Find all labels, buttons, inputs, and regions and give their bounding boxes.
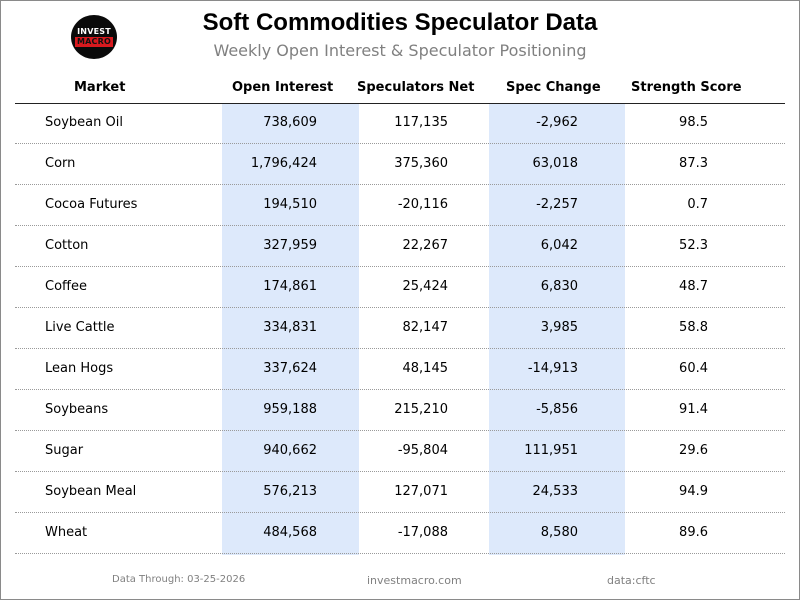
cell-spec-change: 24,533 bbox=[532, 484, 579, 499]
cell-spec-change: -14,913 bbox=[527, 361, 578, 376]
table-row: Corn 1,796,424 375,360 63,018 87.3 bbox=[15, 144, 785, 185]
cell-market: Cocoa Futures bbox=[45, 197, 138, 212]
cell-spec-change: -5,856 bbox=[536, 402, 578, 417]
cell-open-interest: 738,609 bbox=[263, 115, 317, 130]
cell-open-interest: 940,662 bbox=[263, 443, 317, 458]
cell-market: Soybean Meal bbox=[45, 484, 137, 499]
cell-strength-score: 87.3 bbox=[679, 156, 708, 171]
cell-market: Live Cattle bbox=[45, 320, 115, 335]
table-row: Wheat 484,568 -17,088 8,580 89.6 bbox=[15, 513, 785, 554]
footer-date: Data Through: 03-25-2026 bbox=[112, 574, 246, 585]
cell-spec-change: 8,580 bbox=[540, 525, 578, 540]
cell-open-interest: 174,861 bbox=[263, 279, 317, 294]
cell-open-interest: 194,510 bbox=[263, 197, 317, 212]
cell-open-interest: 334,831 bbox=[263, 320, 317, 335]
cell-strength-score: 91.4 bbox=[679, 402, 708, 417]
cell-open-interest: 1,796,424 bbox=[250, 156, 317, 171]
cell-strength-score: 52.3 bbox=[679, 238, 708, 253]
cell-market: Corn bbox=[45, 156, 76, 171]
cell-speculators-net: 48,145 bbox=[402, 361, 449, 376]
cell-strength-score: 0.7 bbox=[687, 197, 708, 212]
cell-open-interest: 576,213 bbox=[263, 484, 317, 499]
cell-speculators-net: 25,424 bbox=[402, 279, 449, 294]
cell-speculators-net: 215,210 bbox=[394, 402, 448, 417]
cell-speculators-net: -95,804 bbox=[397, 443, 448, 458]
cell-spec-change: 111,951 bbox=[524, 443, 578, 458]
cell-strength-score: 94.9 bbox=[679, 484, 708, 499]
cell-spec-change: 6,830 bbox=[540, 279, 578, 294]
cell-strength-score: 98.5 bbox=[679, 115, 708, 130]
header-divider bbox=[15, 103, 785, 104]
header-open-interest: Open Interest bbox=[232, 80, 334, 95]
table-row: Coffee 174,861 25,424 6,830 48.7 bbox=[15, 267, 785, 308]
cell-open-interest: 327,959 bbox=[263, 238, 317, 253]
cell-market: Coffee bbox=[45, 279, 87, 294]
cell-speculators-net: 117,135 bbox=[394, 115, 448, 130]
table-row: Soybeans 959,188 215,210 -5,856 91.4 bbox=[15, 390, 785, 431]
logo-line-2: MACRO bbox=[75, 37, 113, 47]
cell-strength-score: 60.4 bbox=[679, 361, 708, 376]
cell-spec-change: -2,257 bbox=[536, 197, 578, 212]
cell-speculators-net: -20,116 bbox=[397, 197, 448, 212]
table-row: Lean Hogs 337,624 48,145 -14,913 60.4 bbox=[15, 349, 785, 390]
cell-market: Wheat bbox=[45, 525, 88, 540]
cell-speculators-net: -17,088 bbox=[397, 525, 448, 540]
cell-market: Lean Hogs bbox=[45, 361, 114, 376]
cell-market: Cotton bbox=[45, 238, 89, 253]
cell-speculators-net: 127,071 bbox=[394, 484, 448, 499]
cell-speculators-net: 22,267 bbox=[402, 238, 449, 253]
header-speculators-net: Speculators Net bbox=[357, 80, 475, 95]
cell-market: Soybeans bbox=[45, 402, 109, 417]
cell-strength-score: 29.6 bbox=[679, 443, 708, 458]
open-interest-column-highlight bbox=[222, 103, 359, 555]
header-market: Market bbox=[74, 80, 126, 95]
cell-spec-change: 3,985 bbox=[540, 320, 578, 335]
cell-market: Sugar bbox=[45, 443, 84, 458]
footer-site: investmacro.com bbox=[367, 574, 462, 587]
table-row: Cotton 327,959 22,267 6,042 52.3 bbox=[15, 226, 785, 267]
header-spec-change: Spec Change bbox=[506, 80, 601, 95]
table-row: Soybean Oil 738,609 117,135 -2,962 98.5 bbox=[15, 103, 785, 144]
cell-spec-change: -2,962 bbox=[536, 115, 578, 130]
cell-strength-score: 48.7 bbox=[679, 279, 708, 294]
cell-open-interest: 959,188 bbox=[263, 402, 317, 417]
cell-speculators-net: 375,360 bbox=[394, 156, 448, 171]
logo-line-1: INVEST bbox=[77, 27, 111, 36]
cell-open-interest: 484,568 bbox=[263, 525, 317, 540]
table-row: Cocoa Futures 194,510 -20,116 -2,257 0.7 bbox=[15, 185, 785, 226]
cell-market: Soybean Oil bbox=[45, 115, 123, 130]
chart-title: Soft Commodities Speculator Data bbox=[202, 9, 598, 36]
spec-change-column-highlight bbox=[489, 103, 625, 555]
cell-strength-score: 89.6 bbox=[679, 525, 708, 540]
table-row: Live Cattle 334,831 82,147 3,985 58.8 bbox=[15, 308, 785, 349]
footer-source: data:cftc bbox=[607, 574, 656, 587]
cell-spec-change: 6,042 bbox=[540, 238, 578, 253]
cell-open-interest: 337,624 bbox=[263, 361, 317, 376]
header-strength-score: Strength Score bbox=[631, 80, 742, 95]
cell-speculators-net: 82,147 bbox=[402, 320, 449, 335]
table-row: Sugar 940,662 -95,804 111,951 29.6 bbox=[15, 431, 785, 472]
invest-macro-logo: INVEST MACRO bbox=[71, 15, 117, 59]
table-row: Soybean Meal 576,213 127,071 24,533 94.9 bbox=[15, 472, 785, 513]
chart-subtitle: Weekly Open Interest & Speculator Positi… bbox=[213, 41, 587, 60]
cell-spec-change: 63,018 bbox=[532, 156, 579, 171]
cell-strength-score: 58.8 bbox=[679, 320, 708, 335]
data-table: Market Open Interest Speculators Net Spe… bbox=[15, 0, 785, 600]
